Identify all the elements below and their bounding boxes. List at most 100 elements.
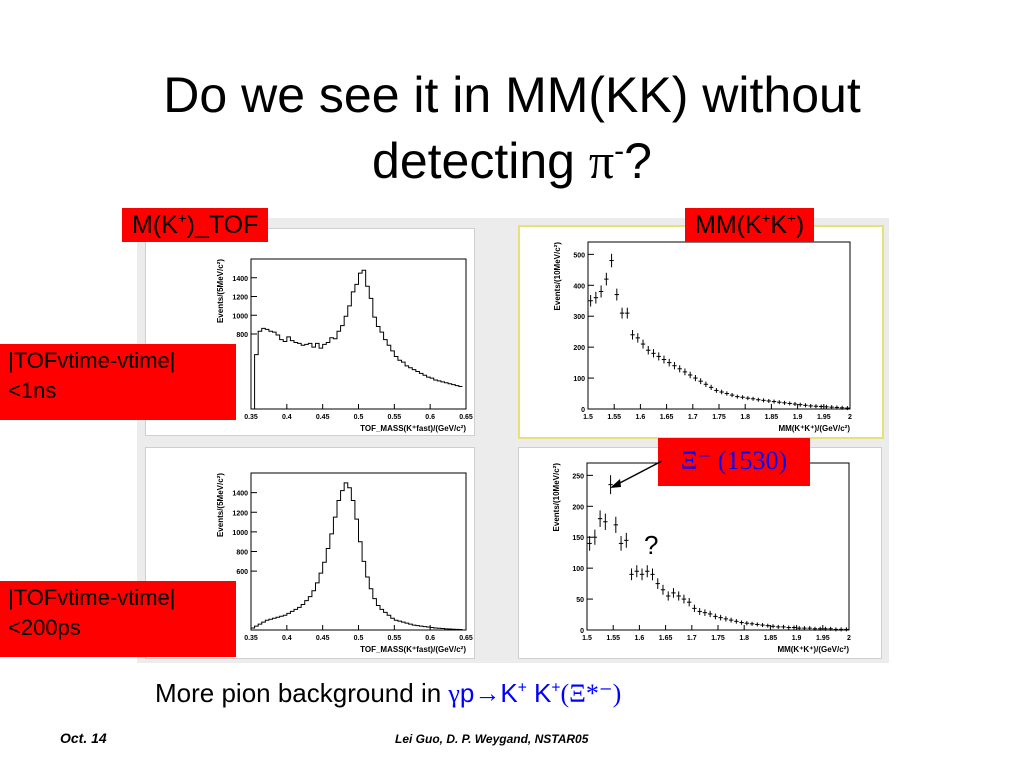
title-text: detecting <box>372 133 589 189</box>
data-point <box>592 529 598 545</box>
label-tof: M(K+)_TOF <box>122 208 269 242</box>
data-point <box>677 365 682 373</box>
x-tick-label: 1.55 <box>606 635 620 642</box>
data-point <box>797 626 802 631</box>
data-point <box>798 402 803 407</box>
data-point <box>634 565 639 578</box>
histogram-line <box>250 482 463 631</box>
data-point <box>817 626 823 631</box>
x-tick-label: 0.55 <box>388 414 402 421</box>
label-mm-end: ) <box>795 211 805 239</box>
x-tick-label: 0.4 <box>282 635 292 642</box>
y-tick-label: 150 <box>572 535 584 542</box>
data-point <box>740 395 745 400</box>
data-point <box>749 621 755 626</box>
x-tick-label: 0.5 <box>354 414 364 421</box>
data-point <box>693 374 698 382</box>
x-tick-label: 0.35 <box>244 414 258 421</box>
data-point <box>603 513 608 530</box>
plot-tof-bottom: 0.35 0.4 0.45 0.5 0.55 0.6 0.65 600 800 1000 1200 1… <box>145 447 475 659</box>
y-tick-label: 1200 <box>232 295 248 302</box>
y-tick-label: 250 <box>572 473 584 480</box>
title-end: ? <box>624 133 652 189</box>
y-tick-label: 300 <box>573 314 585 321</box>
data-point <box>686 598 692 607</box>
y-tick-label: 1000 <box>232 530 248 537</box>
label-mm-sup2: + <box>787 210 796 228</box>
data-point <box>771 399 777 404</box>
y-tick-label: 1000 <box>232 313 248 320</box>
data-point <box>639 568 645 581</box>
x-tick-label: 0.45 <box>316 635 330 642</box>
data-point <box>624 532 629 548</box>
x-tick-label: 1.6 <box>636 414 646 421</box>
data-point <box>598 285 604 298</box>
data-point <box>761 398 766 403</box>
label-cut-200ps: |TOFvtime-vtime| <200ps <box>0 581 236 657</box>
caption-text: More pion background in <box>155 678 449 708</box>
data-point <box>834 405 840 410</box>
caption-k2: K <box>526 678 552 708</box>
data-point <box>597 510 603 527</box>
data-point <box>724 391 730 396</box>
y-tick-label: 0 <box>581 407 585 414</box>
y-tick-label: 100 <box>572 566 584 573</box>
data-point <box>667 358 672 367</box>
y-tick-label: 200 <box>573 345 585 352</box>
label-cut1-line1: |TOFvtime-vtime| <box>8 348 176 373</box>
y-tick-label: 1200 <box>232 510 248 517</box>
x-tick-label: 1.65 <box>660 414 674 421</box>
x-tick-label: 0.45 <box>316 414 330 421</box>
data-point <box>766 398 771 403</box>
x-tick-label: 1.95 <box>817 414 831 421</box>
data-point <box>760 623 765 628</box>
data-point <box>608 475 613 495</box>
data-point <box>671 588 676 598</box>
data-point <box>756 397 761 402</box>
data-point <box>651 349 656 358</box>
x-tick-label: 1.8 <box>739 635 749 642</box>
data-point <box>613 516 619 533</box>
data-point <box>619 307 625 319</box>
caption-k1-sup: + <box>517 679 527 697</box>
data-point <box>765 623 770 628</box>
data-point <box>829 405 834 410</box>
caption-k2-sup: + <box>551 679 561 697</box>
data-point <box>645 565 650 578</box>
x-tick-label: 0.6 <box>425 414 435 421</box>
data-point <box>593 291 599 304</box>
data-point <box>708 384 714 390</box>
question-mark: ? <box>644 530 659 560</box>
data-point <box>833 627 839 632</box>
data-point <box>802 626 807 631</box>
data-point <box>604 272 609 286</box>
data-point <box>707 610 713 618</box>
title-line-2: detecting π-? <box>0 128 1024 194</box>
pi-superscript: - <box>614 134 625 168</box>
x-tick-label: 1.85 <box>764 635 778 642</box>
x-tick-label: 1.5 <box>582 635 592 642</box>
data-point <box>828 626 833 631</box>
data-point <box>807 626 812 631</box>
x-tick-label: 0.6 <box>425 635 435 642</box>
y-axis-label: Events/(10MeV/c²) <box>552 463 561 532</box>
label-mm-mid: K <box>770 211 788 239</box>
data-point <box>714 388 719 393</box>
x-tick-label: 1.85 <box>765 414 779 421</box>
caption-xi: (Ξ*⁻) <box>560 679 622 708</box>
data-point <box>698 378 703 385</box>
bottom-caption: More pion background in γp→K+ K+(Ξ*⁻) <box>155 678 621 709</box>
x-axis-label: TOF_MASS(K⁺fast)/(GeV/c²) <box>360 424 466 433</box>
y-tick-label: 400 <box>573 283 585 290</box>
caption-gamma: γ <box>448 679 460 708</box>
x-tick-label: 1.8 <box>740 414 750 421</box>
x-axis-label: TOF_MASS(K⁺fast)/(GeV/c²) <box>360 645 466 654</box>
data-point <box>792 402 798 407</box>
label-cut1-line2: <1ns <box>8 378 57 403</box>
data-point <box>839 405 845 410</box>
y-tick-label: 50 <box>576 597 584 604</box>
y-tick-label: 800 <box>236 550 248 557</box>
x-tick-label: 1.9 <box>792 635 802 642</box>
x-tick-label: 0.5 <box>354 635 364 642</box>
x-tick-label: 1.65 <box>659 635 673 642</box>
